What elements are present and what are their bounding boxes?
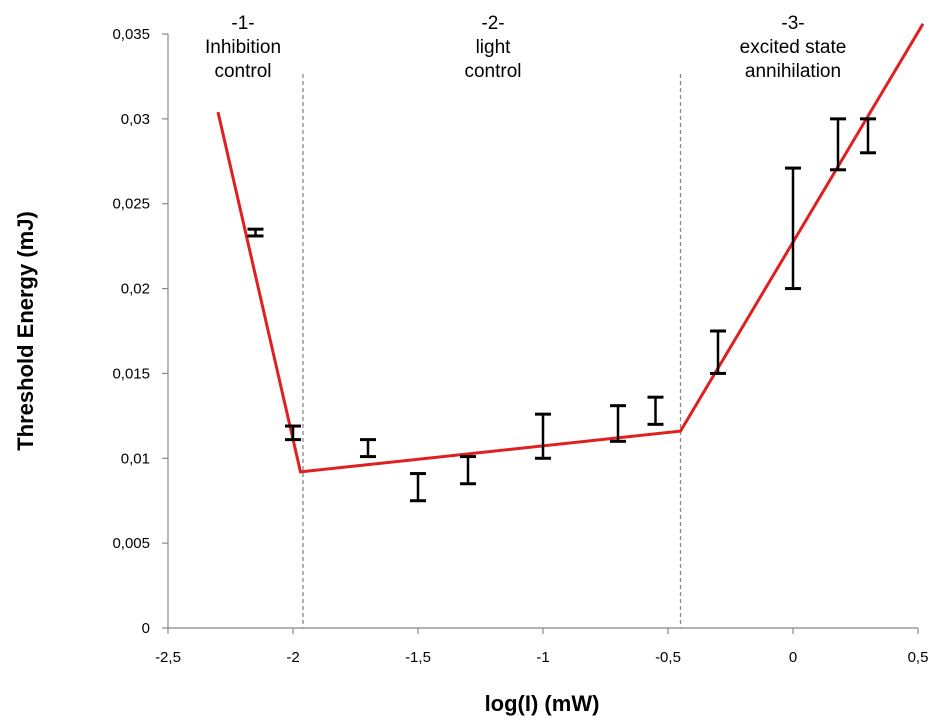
x-tick-label: 0,5 [908,649,929,666]
error-bar [460,455,476,486]
error-bar [247,227,264,238]
error-bar [830,117,846,172]
x-tick-label: -2,5 [155,649,181,666]
y-tick-label: 0,035 [112,26,150,43]
error-bar [410,472,426,503]
y-tick-label: 0,02 [121,281,150,298]
x-tick-label: -0,5 [655,649,681,666]
region-label-line: -3- [781,13,804,34]
region-boundaries [302,74,682,628]
error-bar [610,404,626,443]
error-bar [535,412,551,460]
labels: log(I) (mW) Threshold Energy (mJ) [13,211,599,716]
error-bar [785,166,801,291]
y-tick-label: 0,025 [112,196,150,213]
region-label-line: Inhibition [205,37,281,58]
y-tick-label: 0,015 [112,365,150,382]
y-tick-label: 0 [142,620,150,637]
x-axis-title: log(I) (mW) [485,691,600,716]
y-tick-label: 0,03 [121,111,150,128]
y-tick-label: 0,005 [112,535,150,552]
x-tick-label: 0 [789,649,797,666]
y-tick-label: 0,01 [121,450,150,467]
x-tick-label: -1 [536,649,549,666]
error-bar [360,438,376,459]
error-bars [247,117,876,503]
y-axis-title: Threshold Energy (mJ) [13,211,38,451]
region-label-line: annihilation [745,61,841,82]
error-bar [647,395,664,426]
region-label-line: control [464,61,521,82]
region-label-line: control [214,61,271,82]
fit-line-layer [216,23,925,474]
region-label-line: -1- [231,13,254,34]
region-label-line: light [476,37,512,58]
region-label-line: -2- [481,13,504,34]
error-bar [860,117,876,155]
x-tick-label: -1,5 [405,649,431,666]
axes: -2,5 -2 -1,5 -1 -0,5 0 0,5 0 0,005 0,01 0,015 0,02 0… [112,26,928,666]
region-labels: -1- Inhibition control -2- light control -3- ex… [205,13,846,82]
error-bar [285,424,301,442]
error-bar [710,329,726,375]
fit-line [216,23,925,474]
region-label-line: excited state [740,37,847,58]
x-tick-label: -2 [286,649,299,666]
